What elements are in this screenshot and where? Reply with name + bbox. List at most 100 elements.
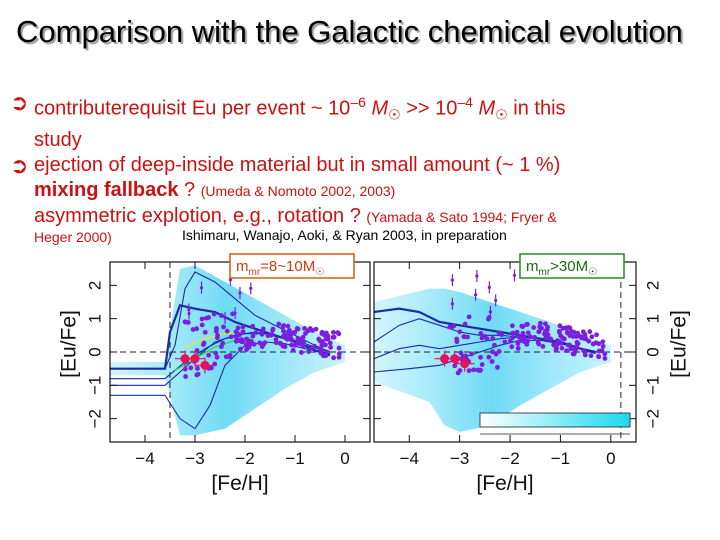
- data-point: [531, 325, 537, 330]
- arrow-right-circle-icon: ➲: [10, 153, 29, 178]
- data-point: [553, 347, 559, 353]
- x-tick-label: −3: [185, 449, 204, 468]
- data-point: [233, 311, 237, 315]
- data-point: [206, 352, 212, 358]
- data-point: [206, 315, 212, 320]
- data-point: [195, 366, 200, 371]
- highlight-point: [200, 360, 210, 370]
- data-point: [545, 332, 551, 338]
- data-point: [474, 293, 478, 297]
- data-point: [330, 334, 336, 340]
- data-point: [278, 341, 284, 346]
- data-point: [600, 339, 606, 345]
- data-point: [509, 344, 515, 350]
- data-point: [465, 334, 470, 340]
- data-point: [564, 348, 570, 354]
- y-tick-label: −2: [643, 409, 662, 428]
- data-point: [532, 335, 538, 340]
- data-point: [295, 326, 301, 332]
- x-tick-label: −1: [285, 449, 304, 468]
- y-tick-label: −1: [85, 376, 104, 395]
- data-point: [450, 302, 454, 306]
- data-point: [469, 351, 475, 357]
- data-point: [259, 331, 265, 337]
- data-point: [559, 345, 565, 351]
- y-axis-label: [Eu/Fe]: [668, 310, 691, 378]
- data-point: [209, 365, 214, 371]
- data-point: [572, 347, 578, 353]
- model-curve: [373, 336, 596, 360]
- data-point: [574, 343, 580, 349]
- data-point: [317, 338, 323, 344]
- data-point: [221, 324, 226, 330]
- data-point: [318, 350, 324, 356]
- data-point: [454, 339, 460, 345]
- data-point: [238, 346, 243, 352]
- data-point: [563, 325, 569, 331]
- data-point: [602, 355, 608, 361]
- data-point: [457, 329, 463, 335]
- panel-label-text: mmr=8~10M☉: [236, 258, 324, 278]
- panel-left: −4 −3 −2 −1 0 −2 −1 0 1 2 [Fe/H] [Eu/Fe] mmr=8~10M☉: [58, 253, 371, 495]
- data-point: [273, 340, 279, 346]
- data-point: [580, 329, 586, 335]
- data-point: [462, 321, 468, 327]
- panel-label-text: mmr>30M☉: [526, 258, 597, 278]
- data-point: [475, 367, 481, 373]
- data-point: [589, 334, 595, 340]
- data-point: [336, 354, 342, 360]
- data-point: [228, 334, 234, 340]
- data-point: [330, 329, 336, 335]
- x-tick-label: −4: [400, 449, 419, 468]
- data-point: [188, 365, 194, 371]
- data-point: [510, 335, 516, 341]
- data-point: [521, 335, 527, 341]
- data-point: [564, 329, 570, 335]
- bullet-text: contributerequisit Eu per event ~ 10–6 M…: [34, 94, 566, 151]
- data-point: [182, 366, 188, 372]
- data-point: [602, 351, 608, 357]
- x-axis-label: [Fe/H]: [476, 472, 533, 495]
- data-point: [568, 346, 574, 352]
- data-point: [514, 330, 520, 335]
- data-point: [183, 374, 189, 379]
- data-point: [488, 310, 493, 314]
- panel-label-box: [229, 253, 355, 279]
- data-point: [282, 344, 288, 350]
- data-point: [185, 320, 191, 325]
- bullet-eu-per-event: ➲ contributerequisit Eu per event ~ 10–6…: [10, 90, 700, 153]
- data-point: [337, 351, 342, 356]
- highlight-point: [190, 354, 200, 364]
- data-point: [544, 327, 550, 333]
- data-point: [569, 329, 574, 334]
- data-point: [218, 313, 224, 318]
- data-point: [307, 326, 313, 331]
- data-point: [238, 291, 242, 295]
- data-point: [280, 324, 286, 330]
- data-point: [461, 334, 467, 339]
- data-point: [195, 371, 201, 377]
- data-point: [535, 340, 541, 345]
- y-tick-label: 0: [643, 347, 662, 356]
- data-point: [213, 328, 219, 334]
- bullet-ejection: ➲ ejection of deep-inside material but i…: [10, 153, 700, 256]
- y-tick-label: −2: [85, 409, 104, 428]
- data-point: [495, 364, 500, 370]
- data-point: [499, 332, 505, 338]
- data-point: [537, 324, 543, 330]
- data-point: [313, 326, 319, 332]
- data-point: [593, 340, 599, 346]
- data-point: [300, 334, 306, 340]
- data-point: [312, 344, 318, 349]
- data-point: [493, 351, 499, 357]
- data-point: [475, 274, 479, 278]
- data-point: [565, 342, 571, 348]
- data-point: [478, 354, 483, 360]
- data-point: [290, 347, 296, 353]
- data-point: [594, 332, 599, 338]
- data-point: [199, 322, 205, 328]
- data-point: [202, 329, 208, 335]
- data-point: [228, 278, 233, 282]
- x-tick-label: 0: [606, 449, 615, 468]
